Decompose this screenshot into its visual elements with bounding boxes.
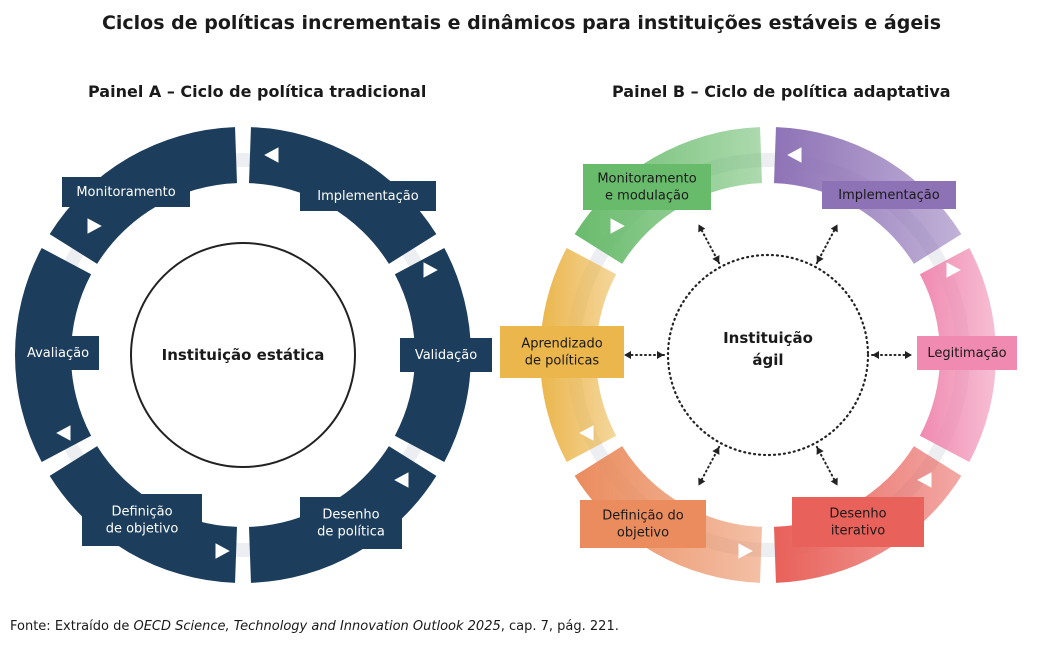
- arrow-marker-4: [738, 543, 753, 559]
- stage-label-implementacao: Implementação: [317, 189, 418, 204]
- stage-box-monitoramento: [62, 177, 190, 207]
- stage-box-definicao: [580, 500, 706, 548]
- stage-label-aprendizado: Aprendizado de políticas: [521, 336, 602, 368]
- stage-label-implementacao: Implementação: [838, 188, 939, 203]
- center-circle: [666, 253, 870, 457]
- figure-title: Ciclos de políticas incrementais e dinâm…: [101, 12, 942, 34]
- stage-box-desenho: [300, 497, 402, 549]
- stage-box-validacao: [400, 338, 492, 372]
- panel-b-title: Painel B – Ciclo de política adaptativa: [612, 82, 951, 101]
- arrow-marker-5: [56, 425, 71, 441]
- stage-label-definicao: Definição do objetivo: [602, 508, 683, 540]
- source-suffix: , cap. 7, pág. 221.: [500, 619, 619, 634]
- connector-arrowhead-3-1: [872, 351, 879, 359]
- stage-label-desenho: Desenho de política: [317, 507, 385, 539]
- arrow-marker-1: [787, 147, 802, 163]
- connector-arrowhead-2-2: [830, 224, 838, 233]
- arrow-marker-2: [946, 262, 961, 278]
- stage-label-definicao: Definição de objetivo: [106, 504, 179, 536]
- connector-arrowhead-6-1: [657, 351, 664, 359]
- connector-arrowhead-2-1: [816, 255, 824, 264]
- stage-box-avaliacao: [17, 336, 99, 370]
- panel-a-title: Painel A – Ciclo de política tradicional: [88, 82, 427, 101]
- connector-arrowhead-3-2: [905, 351, 912, 359]
- connector-arrowhead-5-2: [698, 477, 706, 486]
- stage-label-monitoramento: Monitoramento e modulação: [597, 171, 696, 203]
- source-note: Fonte: Extraído de OECD Science, Technol…: [10, 619, 619, 634]
- arrow-marker-3: [394, 472, 409, 488]
- arrow-marker-3: [917, 472, 932, 488]
- stage-label-avaliacao: Avaliação: [27, 346, 89, 361]
- stage-label-monitoramento: Monitoramento: [76, 185, 175, 200]
- panel-a-cycle: Instituição estática Implementação Validaç…: [14, 127, 492, 583]
- panel-b-cycle: Instituição ágil Implementação Legitimação D…: [500, 127, 1017, 583]
- arrow-marker-2: [423, 262, 438, 278]
- stage-box-legitimacao: [917, 336, 1017, 370]
- stage-box-implementacao: [300, 181, 436, 211]
- stage-box-definicao: [82, 494, 202, 546]
- source-prefix: Fonte: Extraído de: [10, 619, 134, 634]
- connector-arrowhead-4-2: [830, 477, 838, 486]
- connector-2: [815, 223, 839, 265]
- stage-box-aprendizado: [500, 326, 624, 378]
- center-label: Instituição estática: [162, 346, 325, 364]
- arrow-marker-1: [264, 147, 279, 163]
- connector-arrowhead-6-2: [624, 351, 631, 359]
- stage-box-monitoramento: [583, 164, 711, 210]
- source-publication: OECD Science, Technology and Innovation …: [133, 619, 501, 634]
- stage-label-desenho: Desenho iterativo: [829, 506, 886, 538]
- connector-1: [697, 223, 721, 265]
- connector-5: [697, 445, 721, 487]
- stage-label-validacao: Validação: [415, 348, 477, 363]
- arrow-marker-6: [610, 218, 625, 234]
- stage-box-implementacao: [822, 181, 956, 209]
- connector-4: [815, 445, 839, 487]
- arrow-marker-6: [87, 218, 102, 234]
- arrow-marker-4: [215, 543, 230, 559]
- arrow-marker-5: [579, 425, 594, 441]
- stage-label-legitimacao: Legitimação: [927, 346, 1006, 361]
- connector-arrowhead-1-1: [712, 255, 720, 264]
- stage-box-desenho: [792, 497, 924, 547]
- center-label: Instituição ágil: [723, 329, 813, 369]
- connector-arrowhead-4-1: [816, 446, 824, 455]
- center-circle: [130, 242, 356, 468]
- connector-arrowhead-1-2: [698, 224, 706, 233]
- connector-arrowhead-5-1: [712, 446, 720, 455]
